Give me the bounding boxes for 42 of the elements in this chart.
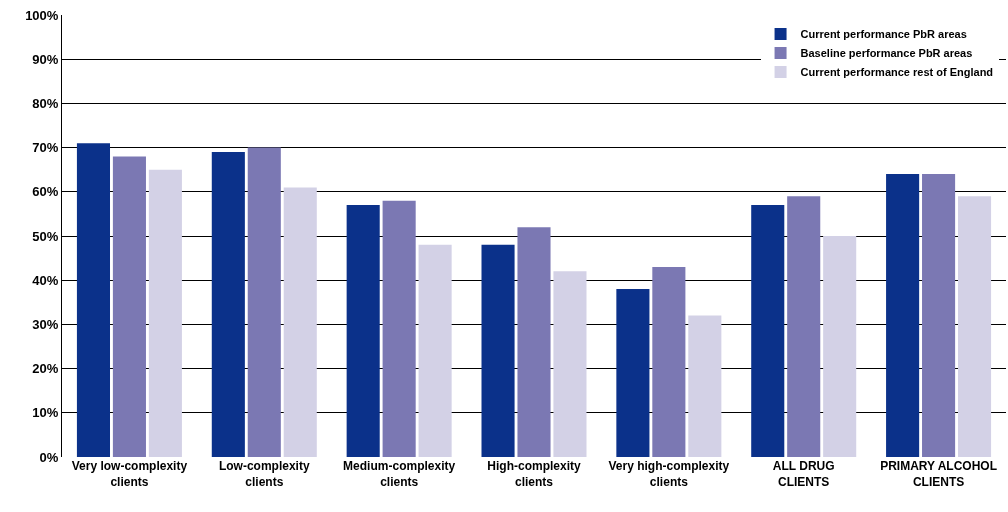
bar xyxy=(76,143,111,457)
bar xyxy=(957,196,992,457)
y-tick-label: 90% xyxy=(32,51,59,67)
bar xyxy=(283,187,317,457)
bar xyxy=(211,152,245,457)
y-tick-label: 10% xyxy=(32,405,59,421)
x-tick-label: Low-complexity clients xyxy=(218,459,310,489)
bar xyxy=(922,174,956,457)
bar xyxy=(382,200,416,457)
bar xyxy=(616,289,650,457)
x-tick-label: Very low-complexity clients xyxy=(71,459,188,489)
y-tick-label: 70% xyxy=(32,140,59,156)
legend-label: Current performance PbR areas xyxy=(800,28,967,41)
bar xyxy=(517,227,551,457)
x-tick-label: Medium-complexity clients xyxy=(343,459,456,489)
bar xyxy=(247,147,281,457)
bar xyxy=(823,236,857,457)
bar xyxy=(418,244,452,457)
bar xyxy=(112,156,146,457)
bar xyxy=(688,315,722,457)
x-tick-label: High-complexity clients xyxy=(487,459,581,489)
y-tick-label: 20% xyxy=(32,361,59,377)
x-tick-label: PRIMARY ALCOHOL CLIENTS xyxy=(880,459,998,489)
y-tick-label: 40% xyxy=(32,272,59,288)
bar xyxy=(481,244,515,457)
bar xyxy=(346,205,380,457)
y-tick-label: 30% xyxy=(32,316,59,332)
y-tick-label: 0% xyxy=(39,449,59,465)
y-tick-label: 80% xyxy=(32,95,59,111)
legend-label: Current performance rest of England xyxy=(800,66,994,79)
y-tick-label: 60% xyxy=(32,184,59,200)
y-tick-label: 50% xyxy=(32,228,59,244)
bar xyxy=(652,266,686,457)
bar xyxy=(148,169,182,457)
bar xyxy=(751,205,785,457)
y-tick-label: 100% xyxy=(25,7,59,23)
bar xyxy=(553,271,587,457)
bar xyxy=(886,174,920,457)
bar xyxy=(787,196,821,457)
x-tick-label: ALL DRUG CLIENTS xyxy=(772,459,835,489)
x-tick-label: Very high-complexity clients xyxy=(608,459,730,489)
legend-label: Baseline performance PbR areas xyxy=(800,47,973,60)
